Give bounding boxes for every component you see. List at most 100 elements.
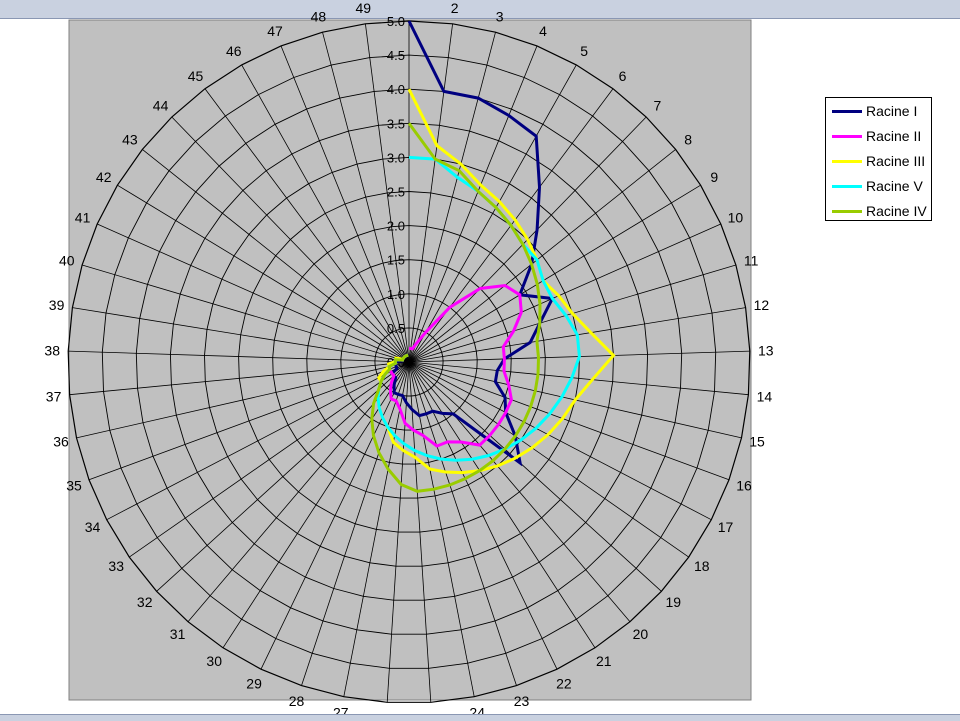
grid-spoke bbox=[106, 361, 410, 521]
category-label: 29 bbox=[246, 676, 262, 692]
grid-ring bbox=[101, 54, 717, 669]
grid-spoke bbox=[280, 45, 410, 363]
category-label: 36 bbox=[53, 433, 69, 449]
category-label: 10 bbox=[728, 210, 744, 226]
radial-ticks: 0.00.51.01.52.02.53.03.54.04.55.0 bbox=[387, 14, 405, 370]
grid-spoke bbox=[241, 64, 410, 363]
legend-swatch bbox=[832, 135, 862, 138]
grid-spoke bbox=[408, 32, 496, 363]
category-label: 47 bbox=[267, 23, 283, 39]
grid-spoke bbox=[408, 361, 730, 481]
grid-spoke bbox=[204, 88, 410, 363]
category-label: 23 bbox=[514, 693, 530, 709]
legend-item: Racine II bbox=[830, 126, 932, 146]
legend: Racine I Racine II Racine III Racine V Racin… bbox=[825, 97, 932, 221]
legend-label: Racine II bbox=[866, 128, 922, 144]
grid-spoke bbox=[301, 361, 410, 686]
legend-label: Racine V bbox=[866, 178, 923, 194]
legend-label: Racine I bbox=[866, 103, 918, 119]
grid-ring bbox=[204, 156, 614, 567]
category-label: 8 bbox=[684, 131, 692, 147]
legend-swatch bbox=[832, 110, 862, 113]
grid-ring bbox=[135, 88, 683, 635]
grid-spoke bbox=[171, 116, 410, 363]
grid-ring bbox=[169, 122, 649, 601]
grid-spoke bbox=[408, 64, 577, 363]
radial-tick-label: 1.0 bbox=[387, 287, 405, 302]
grid-spoke bbox=[72, 307, 410, 363]
radial-tick-label: 4.5 bbox=[387, 48, 405, 63]
grid-spoke bbox=[408, 223, 721, 363]
legend-item: Racine I bbox=[830, 101, 932, 121]
category-label: 7 bbox=[654, 98, 662, 114]
radial-tick-label: 3.0 bbox=[387, 150, 405, 165]
grid-spoke bbox=[408, 361, 631, 622]
category-label: 16 bbox=[736, 477, 752, 493]
grid-spoke bbox=[408, 184, 701, 363]
category-label: 21 bbox=[596, 653, 612, 669]
grid-ring bbox=[238, 191, 580, 533]
category-label: 30 bbox=[206, 653, 222, 669]
category-label: 42 bbox=[96, 169, 112, 185]
grid-spoke bbox=[68, 350, 410, 363]
category-label: 6 bbox=[619, 68, 627, 84]
category-labels: 2345678910111213141516171819202122232425… bbox=[44, 0, 773, 720]
grid-spoke bbox=[222, 361, 410, 649]
radial-tick-label: 3.5 bbox=[387, 116, 405, 131]
grid-spoke bbox=[408, 361, 749, 396]
grid-ring bbox=[306, 259, 512, 465]
category-label: 28 bbox=[289, 693, 305, 709]
category-label: 12 bbox=[754, 297, 770, 313]
radial-tick-label: 1.5 bbox=[387, 253, 405, 268]
legend-item: Racine V bbox=[830, 176, 932, 196]
radial-tick-label: 0.5 bbox=[387, 321, 405, 336]
category-label: 15 bbox=[749, 433, 765, 449]
grid-spoke bbox=[408, 149, 676, 363]
series-group bbox=[370, 20, 616, 493]
category-label: 35 bbox=[66, 477, 82, 493]
grid-spoke bbox=[408, 361, 712, 521]
series-line bbox=[370, 122, 542, 493]
grid-spoke bbox=[408, 361, 517, 686]
bottom-bar bbox=[0, 714, 960, 721]
legend-label: Racine IV bbox=[866, 203, 927, 219]
category-label: 44 bbox=[153, 98, 169, 114]
category-label: 46 bbox=[226, 43, 242, 59]
grid-spoke bbox=[69, 361, 410, 396]
grid-spoke bbox=[81, 264, 410, 363]
category-label: 14 bbox=[757, 388, 773, 404]
grid-spoke bbox=[408, 361, 558, 670]
category-label: 2 bbox=[451, 0, 459, 16]
radial-tick-label: 2.0 bbox=[387, 219, 405, 234]
category-label: 19 bbox=[666, 594, 682, 610]
category-label: 37 bbox=[46, 388, 62, 404]
grid-spoke bbox=[97, 223, 410, 363]
category-label: 34 bbox=[85, 519, 101, 535]
category-label: 41 bbox=[75, 210, 91, 226]
grid-spoke bbox=[76, 361, 410, 439]
legend-swatch bbox=[832, 160, 862, 163]
category-label: 11 bbox=[744, 252, 759, 268]
category-label: 18 bbox=[694, 558, 710, 574]
category-label: 32 bbox=[137, 594, 153, 610]
category-label: 17 bbox=[718, 519, 734, 535]
grid-ring bbox=[67, 20, 751, 703]
category-label: 38 bbox=[44, 343, 60, 359]
category-label: 20 bbox=[633, 626, 649, 642]
grid-spoke bbox=[156, 361, 410, 592]
category-label: 3 bbox=[496, 9, 504, 25]
category-label: 48 bbox=[311, 9, 327, 25]
radial-tick-label: 4.0 bbox=[387, 82, 405, 97]
category-label: 39 bbox=[49, 297, 65, 313]
legend-item: Racine IV bbox=[830, 201, 932, 221]
grid-spoke bbox=[408, 361, 596, 649]
top-bar bbox=[0, 0, 960, 19]
category-label: 33 bbox=[108, 558, 124, 574]
grid-spoke bbox=[129, 361, 410, 558]
grid-ring bbox=[340, 293, 478, 431]
grid-spoke bbox=[408, 361, 432, 703]
category-label: 43 bbox=[122, 131, 138, 147]
grid-spoke bbox=[408, 361, 662, 592]
grid-spoke bbox=[386, 361, 410, 703]
